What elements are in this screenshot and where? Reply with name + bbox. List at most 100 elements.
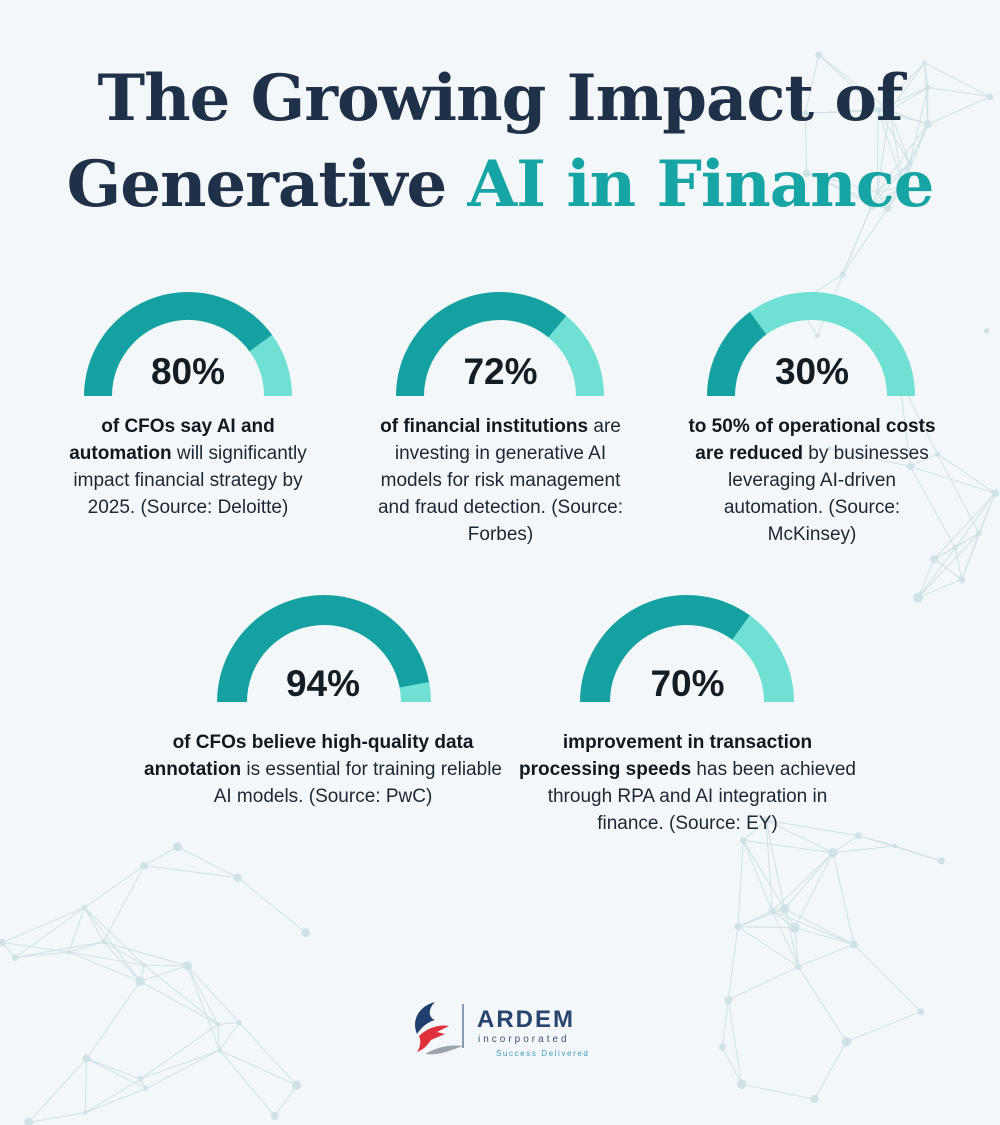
network-line	[103, 941, 145, 966]
gauge-remaining-arc	[749, 292, 915, 397]
network-line	[219, 1049, 297, 1086]
network-line	[2, 942, 69, 953]
network-line	[771, 910, 799, 967]
gauge	[707, 292, 915, 397]
network-line	[103, 941, 188, 967]
network-node	[923, 120, 932, 129]
network-line	[902, 124, 929, 187]
network-line	[805, 109, 879, 114]
stat-card-94: 94% of CFOs believe high-quality data an…	[138, 595, 508, 820]
gauge-filled-arc	[707, 311, 767, 397]
gauge	[84, 292, 292, 397]
network-node	[779, 904, 790, 914]
stat-description-rest: has been achieved through RPA and AI int…	[547, 759, 856, 834]
network-line	[84, 907, 105, 943]
network-line	[140, 1023, 219, 1080]
network-line	[187, 965, 240, 1023]
network-line	[934, 558, 963, 580]
network-line	[140, 980, 219, 1025]
network-line	[784, 908, 855, 945]
network-line	[954, 532, 980, 549]
network-node	[892, 843, 898, 849]
network-node	[906, 462, 914, 471]
network-node	[867, 200, 877, 210]
logo-subtitle: incorporated	[478, 1034, 570, 1045]
network-node	[958, 576, 966, 583]
gauge	[217, 595, 431, 703]
network-node	[736, 1079, 747, 1089]
network-line	[28, 1112, 86, 1123]
network-line	[237, 877, 306, 933]
stat-card-30: 30% to 50% of operational costs are redu…	[680, 292, 944, 556]
network-line	[742, 819, 767, 841]
title-line-1: The Growing Impact of	[97, 61, 903, 136]
stat-description-rest: will significantly impact financial stra…	[73, 443, 307, 518]
network-line	[68, 951, 141, 982]
stat-card-70: 70% improvement in transaction processin…	[515, 595, 860, 850]
network-line	[765, 820, 773, 912]
network-line	[140, 1049, 220, 1080]
gauge-filled-arc	[396, 292, 567, 397]
network-line	[14, 907, 85, 958]
gauge	[580, 595, 794, 703]
page-title: The Growing Impact of Generative AI in F…	[0, 56, 1000, 228]
network-node	[790, 922, 800, 933]
network-line	[877, 110, 891, 192]
network-node	[975, 530, 982, 537]
network-node	[952, 545, 958, 551]
network-line	[84, 865, 145, 908]
network-line	[217, 1021, 240, 1025]
network-line	[794, 927, 799, 967]
network-line	[937, 453, 996, 494]
stat-description: of CFOs say AI and automation will signi…	[63, 413, 313, 521]
network-line	[917, 547, 956, 598]
network-line	[143, 846, 178, 867]
network-node	[172, 842, 182, 852]
network-line	[721, 1046, 743, 1085]
network-node	[182, 961, 192, 971]
network-line	[917, 532, 980, 598]
network-node	[768, 907, 776, 915]
network-node	[233, 873, 242, 882]
network-line	[727, 1000, 743, 1085]
network-line	[936, 453, 980, 534]
network-line	[894, 845, 942, 862]
logo-tagline: Success Delivered	[496, 1049, 590, 1058]
network-line	[798, 943, 855, 967]
network-node	[849, 940, 858, 949]
network-line	[954, 547, 963, 580]
network-line	[954, 492, 996, 549]
network-node	[795, 963, 802, 970]
network-line	[737, 926, 796, 929]
network-line	[877, 62, 925, 111]
network-line	[978, 492, 996, 534]
network-line	[15, 951, 69, 958]
network-line	[238, 1022, 297, 1086]
network-line	[144, 964, 188, 967]
network-node	[734, 923, 742, 931]
network-node	[815, 51, 823, 59]
ardem-logo	[405, 1000, 467, 1056]
stat-description-rest: by businesses leveraging AI-driven autom…	[723, 443, 929, 545]
gauge-value-label: 70%	[650, 663, 725, 704]
network-line	[86, 1058, 147, 1090]
title-line-2: Generative	[66, 147, 468, 222]
network-line	[877, 109, 879, 192]
gauge-value-label: 94%	[285, 663, 361, 704]
network-node	[135, 976, 145, 986]
network-line	[927, 86, 991, 98]
network-line	[186, 965, 220, 1051]
network-node	[934, 451, 940, 457]
network-line	[877, 86, 929, 111]
network-line	[846, 1011, 921, 1043]
network-line	[103, 865, 145, 943]
network-line	[766, 819, 859, 837]
network-node	[301, 928, 311, 937]
network-node	[143, 1086, 149, 1092]
network-line	[737, 840, 744, 927]
network-line	[86, 981, 141, 1059]
network-line	[794, 927, 854, 945]
network-node	[898, 181, 908, 191]
network-line	[68, 941, 104, 953]
network-node	[137, 1076, 144, 1082]
